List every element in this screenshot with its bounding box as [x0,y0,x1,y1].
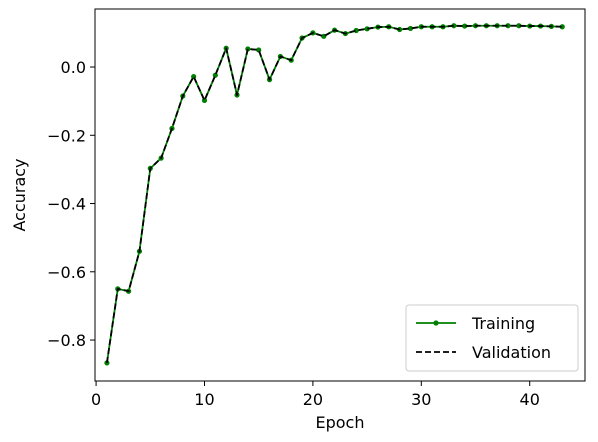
data-point-training [451,23,457,29]
y-axis-ticks: −0.8 −0.6 −0.4 −0.2 0.0 [47,58,95,350]
data-point-training [364,26,370,32]
data-point-training [516,23,522,29]
y-tick-label: 0.0 [61,58,86,77]
y-axis-label: Accuracy [10,158,29,231]
data-point-training [245,46,251,52]
y-tick-label: −0.8 [47,331,86,350]
plot-area [104,23,565,366]
axes-frame [94,8,586,382]
y-tick-label: −0.4 [47,195,86,214]
data-point-training [462,23,468,29]
x-tick-label: 0 [91,390,101,409]
x-axis-ticks: 0 10 20 30 40 [91,381,540,409]
x-tick-label: 40 [520,390,540,409]
x-tick-label: 30 [411,390,431,409]
legend-box [405,304,579,372]
legend-marker-training [433,320,439,326]
legend-label-training: Training [471,314,535,333]
data-point-training [505,23,511,29]
y-tick-label: −0.6 [47,263,86,282]
series-line-validation [106,24,563,364]
x-axis-label: Epoch [316,413,365,432]
y-tick-label: −0.2 [47,126,86,145]
data-point-training [559,24,565,30]
x-tick-label: 20 [303,390,323,409]
legend: Training Validation [405,304,579,372]
x-tick-label: 10 [194,390,214,409]
data-point-training [407,25,414,32]
legend-label-validation: Validation [472,343,551,362]
